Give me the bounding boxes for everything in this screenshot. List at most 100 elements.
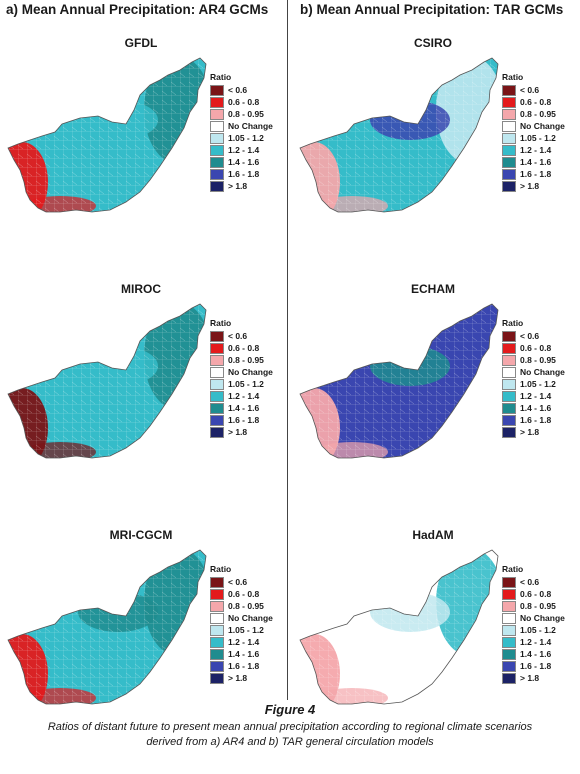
column-divider [287, 0, 288, 700]
legend-label: 0.6 - 0.8 [520, 97, 552, 107]
legend-title: Ratio [502, 72, 524, 82]
legend-label: 0.8 - 0.95 [520, 601, 556, 611]
legend-label: No Change [520, 613, 565, 623]
map-panel-mri-cgcm: MRI-CGCM Ratio < 0.6 0.6 - 0.8 0.8 - 0.95 No … [0, 528, 282, 756]
legend-swatch [210, 354, 224, 366]
legend-label: 1.05 - 1.2 [520, 625, 556, 635]
legend-swatch [210, 156, 224, 168]
legend-label: 1.4 - 1.6 [228, 157, 260, 167]
figure-caption: Ratios of distant future to present mean… [0, 720, 580, 750]
legend-swatch [502, 648, 516, 660]
legend-swatch [502, 600, 516, 612]
legend-label: > 1.8 [520, 427, 540, 437]
legend-item: 1.4 - 1.6 [210, 402, 273, 414]
legend-swatch [210, 576, 224, 588]
map-outline [299, 57, 499, 213]
legend-label: 1.6 - 1.8 [520, 415, 552, 425]
legend-item: 0.6 - 0.8 [210, 96, 273, 108]
map-panel-csiro: CSIRO Ratio < 0.6 0.6 - 0.8 0.8 - 0.95 No Cha… [292, 36, 574, 264]
legend-label: 0.8 - 0.95 [228, 109, 264, 119]
legend-item: 1.2 - 1.4 [502, 144, 565, 156]
legend-label: No Change [228, 367, 273, 377]
legend-swatch [502, 426, 516, 438]
legend-item: 1.2 - 1.4 [210, 390, 273, 402]
legend-title: Ratio [502, 318, 524, 328]
precipitation-map-csiro [299, 57, 499, 213]
legend-item: 1.6 - 1.8 [502, 168, 565, 180]
legend-label: 0.6 - 0.8 [228, 589, 260, 599]
legend-label: 1.05 - 1.2 [520, 133, 556, 143]
map-outline [7, 549, 207, 705]
legend-swatch [502, 156, 516, 168]
legend-item: 1.05 - 1.2 [210, 624, 273, 636]
legend-swatch [210, 648, 224, 660]
precipitation-map-hadam [299, 549, 499, 705]
legend-item: < 0.6 [502, 576, 565, 588]
map-outline [7, 303, 207, 459]
legend-swatch [210, 414, 224, 426]
legend-title: Ratio [210, 564, 232, 574]
legend-item: 0.6 - 0.8 [210, 342, 273, 354]
legend-swatch [502, 378, 516, 390]
legend-label: 1.6 - 1.8 [228, 415, 260, 425]
legend-label: 1.6 - 1.8 [520, 169, 552, 179]
legend-swatch [210, 132, 224, 144]
legend-swatch [502, 342, 516, 354]
legend-label: No Change [228, 121, 273, 131]
legend-swatch [210, 180, 224, 192]
figure-caption-line-1: Ratios of distant future to present mean… [47, 721, 533, 733]
legend-item: 1.6 - 1.8 [502, 414, 565, 426]
legend-label: 0.6 - 0.8 [228, 97, 260, 107]
legend-item: 0.8 - 0.95 [210, 354, 273, 366]
panel-title: ECHAM [411, 282, 455, 296]
legend-label: 1.05 - 1.2 [228, 133, 264, 143]
map-outline [299, 549, 499, 705]
legend-swatch [210, 600, 224, 612]
legend-label: 1.05 - 1.2 [228, 625, 264, 635]
column-a-title: a) Mean Annual Precipitation: AR4 GCMs [6, 2, 269, 17]
legend: Ratio < 0.6 0.6 - 0.8 0.8 - 0.95 No Change 1.… [210, 564, 273, 684]
legend-swatch [502, 132, 516, 144]
legend-item: 1.4 - 1.6 [502, 648, 565, 660]
column-b-title: b) Mean Annual Precipitation: TAR GCMs [300, 2, 564, 17]
legend-label: No Change [520, 367, 565, 377]
legend-item: 1.05 - 1.2 [502, 132, 565, 144]
legend-item: No Change [502, 120, 565, 132]
panel-title: MIROC [121, 282, 161, 296]
legend-label: 1.2 - 1.4 [520, 637, 552, 647]
legend-item: 0.6 - 0.8 [502, 96, 565, 108]
legend-label: No Change [520, 121, 565, 131]
precipitation-map-gfdl [7, 57, 207, 213]
legend-item: 1.05 - 1.2 [502, 378, 565, 390]
legend-item: 0.8 - 0.95 [210, 108, 273, 120]
legend-label: < 0.6 [228, 577, 248, 587]
map-outline [7, 57, 207, 213]
legend-swatch [502, 588, 516, 600]
legend-item: > 1.8 [210, 672, 273, 684]
legend-label: 1.4 - 1.6 [520, 403, 552, 413]
legend-label: No Change [228, 613, 273, 623]
legend: Ratio < 0.6 0.6 - 0.8 0.8 - 0.95 No Change 1.… [502, 564, 565, 684]
legend-label: 1.6 - 1.8 [520, 661, 552, 671]
legend-swatch [210, 144, 224, 156]
legend: Ratio < 0.6 0.6 - 0.8 0.8 - 0.95 No Change 1.… [502, 72, 565, 192]
legend-item: 0.8 - 0.95 [502, 600, 565, 612]
legend-item: < 0.6 [210, 84, 273, 96]
legend-item: 0.6 - 0.8 [502, 342, 565, 354]
figure-label: Figure 4 [264, 702, 316, 717]
legend-item: > 1.8 [502, 426, 565, 438]
legend-label: < 0.6 [520, 331, 540, 341]
legend-item: 1.4 - 1.6 [502, 156, 565, 168]
legend-item: > 1.8 [210, 426, 273, 438]
legend-label: 0.6 - 0.8 [520, 589, 552, 599]
legend-item: 1.4 - 1.6 [210, 156, 273, 168]
legend-label: 1.2 - 1.4 [520, 145, 552, 155]
legend-swatch [502, 660, 516, 672]
legend-item: > 1.8 [210, 180, 273, 192]
legend-item: 0.6 - 0.8 [210, 588, 273, 600]
legend-swatch [502, 168, 516, 180]
panel-title: MRI-CGCM [109, 528, 173, 542]
legend-label: 0.6 - 0.8 [520, 343, 552, 353]
legend-item: 1.2 - 1.4 [210, 144, 273, 156]
legend-item: 1.05 - 1.2 [502, 624, 565, 636]
